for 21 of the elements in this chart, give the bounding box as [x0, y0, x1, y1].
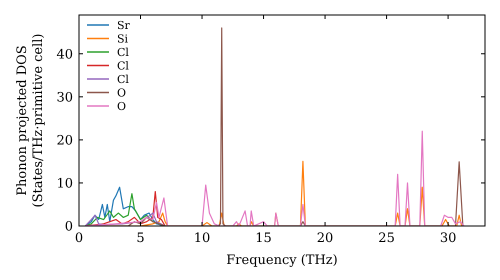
x-tick-label: 30 [440, 231, 456, 246]
y-tick-label: 0 [64, 220, 73, 234]
x-tick-label: 10 [194, 231, 210, 246]
legend-label: O [117, 86, 126, 100]
legend-label: Si [117, 32, 129, 46]
x-tick-label: 15 [255, 231, 272, 246]
y-tick-label: 20 [56, 133, 73, 148]
x-tick-label: 5 [136, 231, 145, 246]
y-axis-title: Phonon projected DOS (States/THz·primitive cell) [15, 33, 46, 208]
legend-label: Cl [117, 46, 130, 59]
x-tick-label: 20 [316, 231, 334, 246]
x-axis-title: Frequency (THz) [226, 253, 338, 268]
x-tick-label: 0 [74, 231, 84, 246]
legend-label: Sr [117, 19, 131, 32]
y-tick-label: 40 [56, 47, 73, 62]
legend-label: O [117, 100, 126, 113]
legend-label: Cl [117, 73, 130, 86]
y-tick-label: 30 [56, 90, 73, 106]
x-tick-label: 25 [378, 231, 395, 246]
y-tick-label: 10 [56, 176, 73, 192]
legend-label: Cl [117, 60, 130, 72]
